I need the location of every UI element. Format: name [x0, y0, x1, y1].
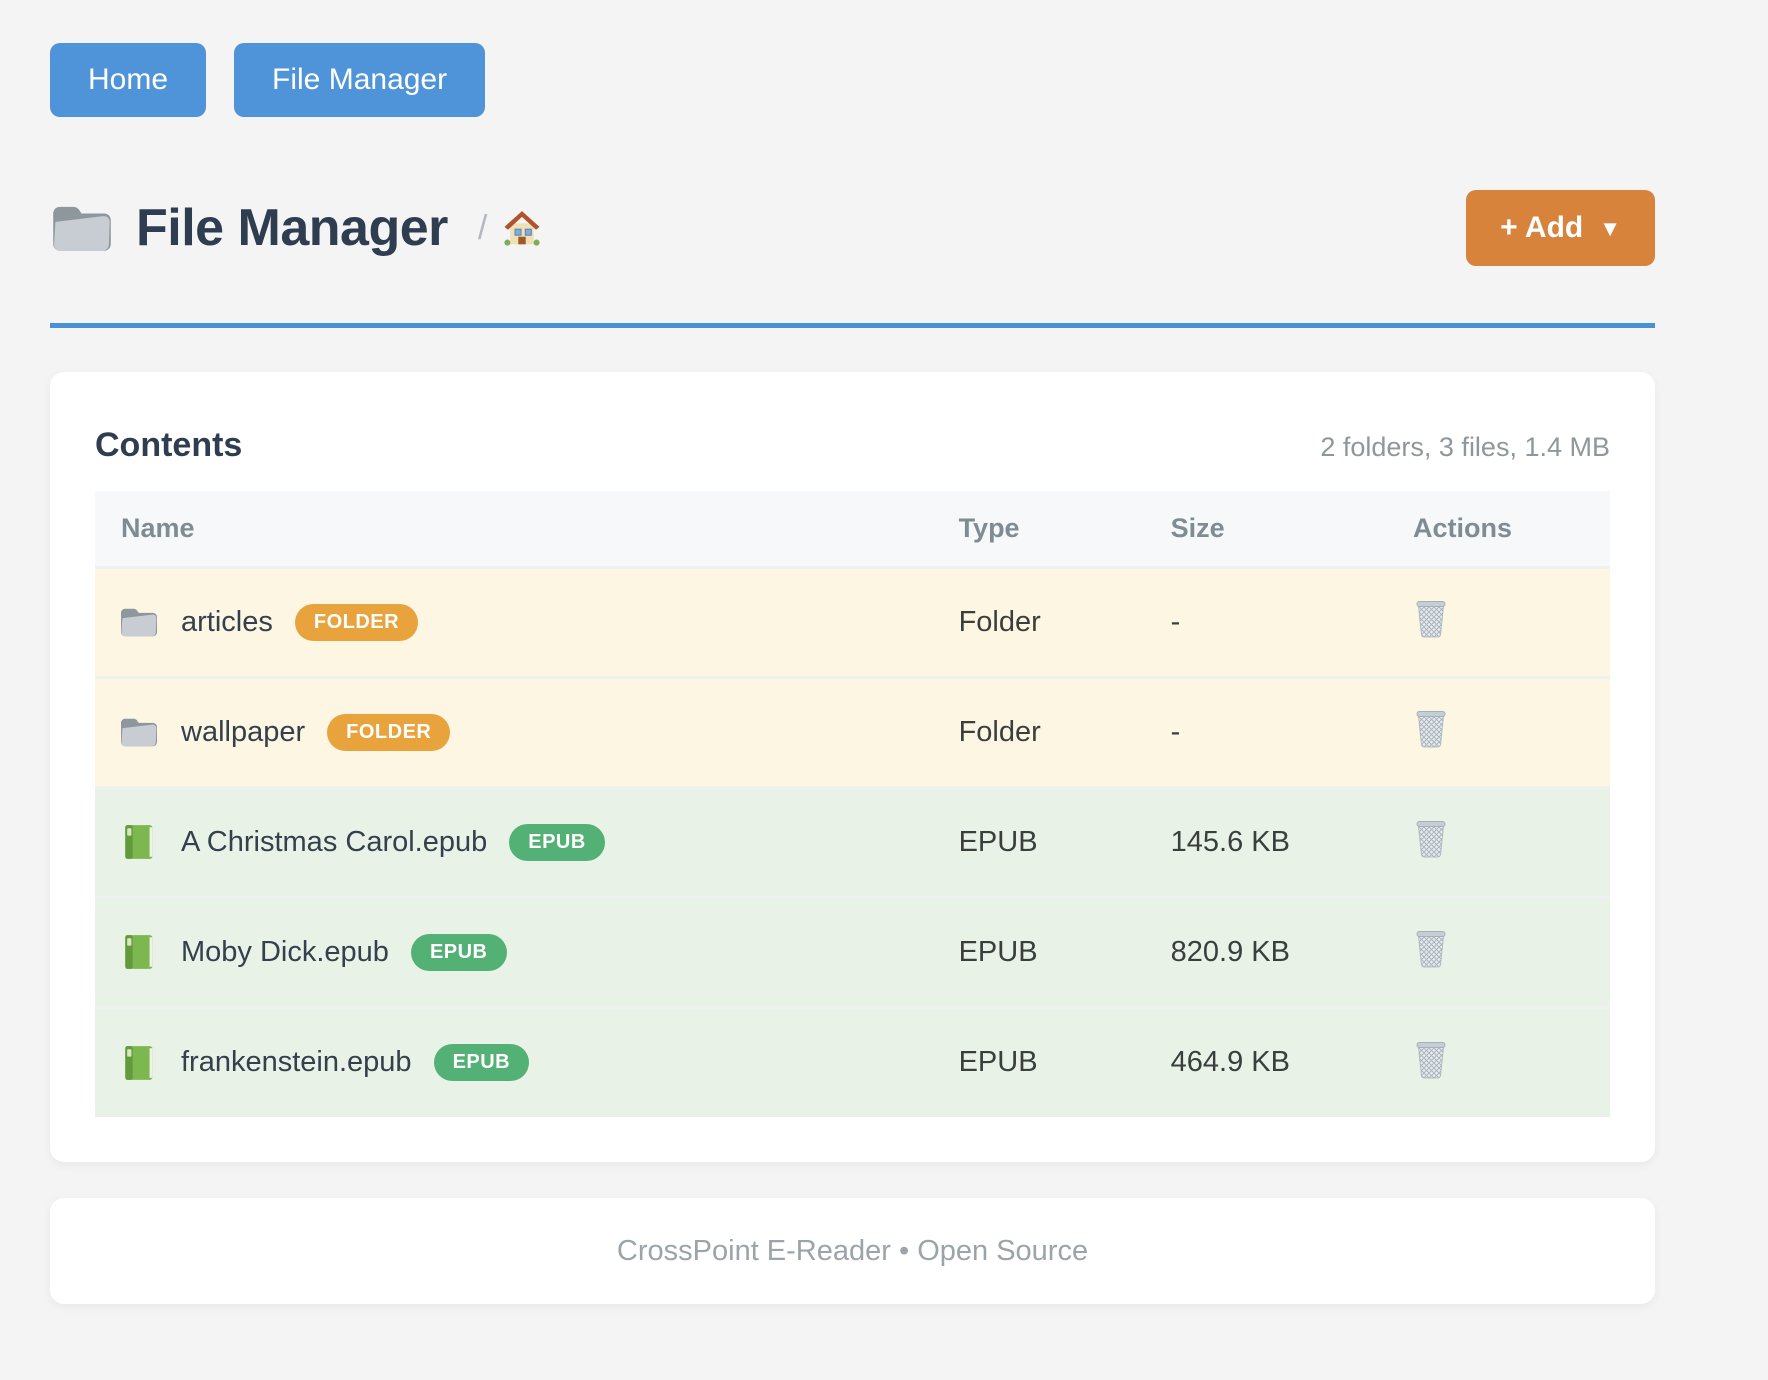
file-size: 464.9 KB [1170, 1005, 1414, 1117]
footer-card: CrossPoint E-Reader • Open Source [50, 1198, 1655, 1304]
add-button[interactable]: + Add ▼ [1466, 190, 1655, 266]
file-type: EPUB [958, 1005, 1171, 1117]
file-name[interactable]: A Christmas Carol.epub [181, 825, 488, 858]
trash-icon [1416, 711, 1446, 748]
house-icon[interactable] [501, 207, 543, 249]
file-name[interactable]: articles [181, 605, 273, 638]
contents-heading: Contents [95, 426, 243, 464]
file-type: EPUB [958, 895, 1171, 1007]
breadcrumb: / [478, 207, 543, 249]
page-title: File Manager [136, 199, 448, 257]
trash-icon [1416, 1041, 1446, 1079]
table-row-wallpaper[interactable]: wallpaper FOLDER Folder - [95, 675, 1610, 787]
contents-summary: 2 folders, 3 files, 1.4 MB [1320, 432, 1610, 462]
green-book-icon [125, 935, 153, 969]
folder-icon [121, 608, 157, 637]
column-header-type: Type [958, 491, 1171, 567]
file-size: 145.6 KB [1170, 785, 1414, 897]
delete-button[interactable] [1413, 817, 1449, 859]
trash-icon [1416, 821, 1446, 858]
column-header-size: Size [1170, 491, 1414, 567]
files-table: Name Type Size Actions articles FOLDER [95, 491, 1610, 1117]
file-type: EPUB [958, 785, 1171, 897]
type-badge: FOLDER [294, 603, 419, 641]
file-size: - [1170, 675, 1414, 787]
trash-icon [1416, 931, 1446, 968]
table-row-articles[interactable]: articles FOLDER Folder - [95, 565, 1610, 677]
page-header: File Manager / + Add ▼ [50, 190, 1655, 266]
type-badge: EPUB [433, 1044, 530, 1082]
table-header-row: Name Type Size Actions [95, 491, 1610, 567]
add-button-label: + Add [1500, 211, 1584, 244]
title-wrap: File Manager / [50, 198, 543, 258]
footer-text: CrossPoint E-Reader • Open Source [616, 1234, 1089, 1267]
header-divider [50, 323, 1655, 328]
table-row-christmas-carol[interactable]: A Christmas Carol.epub EPUB EPUB 145.6 K… [95, 785, 1610, 897]
file-name[interactable]: Moby Dick.epub [181, 935, 389, 968]
folder-icon [121, 718, 157, 747]
delete-button[interactable] [1413, 707, 1449, 749]
trash-icon [1416, 601, 1446, 638]
green-book-icon [125, 1045, 153, 1080]
file-name[interactable]: frankenstein.epub [181, 1046, 412, 1079]
delete-button[interactable] [1413, 1038, 1449, 1080]
home-button[interactable]: Home [50, 43, 207, 117]
file-size: - [1170, 565, 1414, 677]
type-badge: EPUB [410, 933, 507, 971]
delete-button[interactable] [1413, 927, 1449, 969]
file-name[interactable]: wallpaper [181, 715, 306, 748]
breadcrumb-separator: / [477, 208, 488, 247]
folder-icon [53, 206, 111, 251]
file-type: Folder [958, 565, 1171, 677]
delete-button[interactable] [1413, 597, 1449, 639]
file-size: 820.9 KB [1170, 895, 1414, 1007]
contents-card: Contents 2 folders, 3 files, 1.4 MB Name… [50, 372, 1655, 1162]
top-nav: Home File Manager [50, 0, 1655, 117]
column-header-actions: Actions [1413, 491, 1610, 567]
contents-card-head: Contents 2 folders, 3 files, 1.4 MB [95, 426, 1610, 465]
type-badge: FOLDER [327, 713, 451, 751]
page-container: Home File Manager File Manager / + Add ▼… [50, 0, 1655, 1304]
table-row-frankenstein[interactable]: frankenstein.epub EPUB EPUB 464.9 KB [95, 1005, 1610, 1117]
column-header-name: Name [95, 491, 959, 567]
green-book-icon [125, 825, 153, 859]
file-manager-button[interactable]: File Manager [234, 43, 486, 117]
file-type: Folder [958, 675, 1171, 787]
caret-down-icon: ▼ [1599, 216, 1621, 241]
type-badge: EPUB [509, 823, 605, 861]
table-row-moby-dick[interactable]: Moby Dick.epub EPUB EPUB 820.9 KB [95, 895, 1610, 1007]
